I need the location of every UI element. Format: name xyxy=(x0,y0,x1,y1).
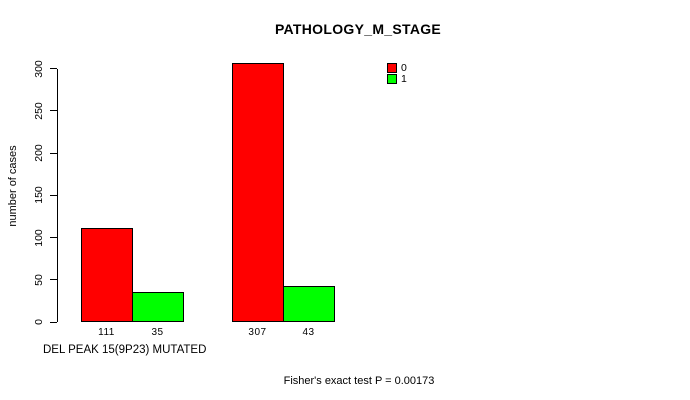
y-tick-label: 300 xyxy=(33,59,45,78)
y-tick xyxy=(50,110,57,112)
legend-item: 1 xyxy=(387,74,407,84)
y-tick xyxy=(50,194,57,196)
bar-value-label: 43 xyxy=(302,327,315,338)
y-tick-label: 50 xyxy=(33,273,45,286)
bar-value-label: 35 xyxy=(151,327,164,338)
bar-value-label: 307 xyxy=(248,327,267,338)
y-tick xyxy=(50,237,57,239)
y-tick-label: 100 xyxy=(33,228,45,247)
fisher-test-annotation: Fisher's exact test P = 0.00173 xyxy=(283,375,435,387)
y-tick-label: 200 xyxy=(33,144,45,162)
y-axis-label: number of cases xyxy=(7,145,19,227)
legend-label: 0 xyxy=(401,62,407,74)
bar-series1-group2 xyxy=(283,285,335,322)
y-axis-line xyxy=(57,68,58,322)
y-tick xyxy=(50,279,57,281)
x-axis-label: DEL PEAK 15(9P23) MUTATED xyxy=(43,344,207,356)
y-tick xyxy=(50,321,57,323)
y-tick xyxy=(50,152,57,154)
y-tick xyxy=(50,68,57,70)
legend-swatch-0 xyxy=(387,63,397,73)
bar-series0-group2 xyxy=(232,62,284,322)
chart-title: PATHOLOGY_M_STAGE xyxy=(274,21,442,37)
bar-series1-group1 xyxy=(132,292,184,322)
legend-item: 0 xyxy=(387,63,407,73)
legend-swatch-1 xyxy=(387,74,397,84)
y-tick-label: 150 xyxy=(33,186,45,205)
bar-value-label: 111 xyxy=(98,327,115,338)
legend-label: 1 xyxy=(401,73,407,85)
y-tick-label: 0 xyxy=(33,319,45,325)
bar-series0-group1 xyxy=(81,228,133,322)
y-tick-label: 250 xyxy=(33,102,45,120)
